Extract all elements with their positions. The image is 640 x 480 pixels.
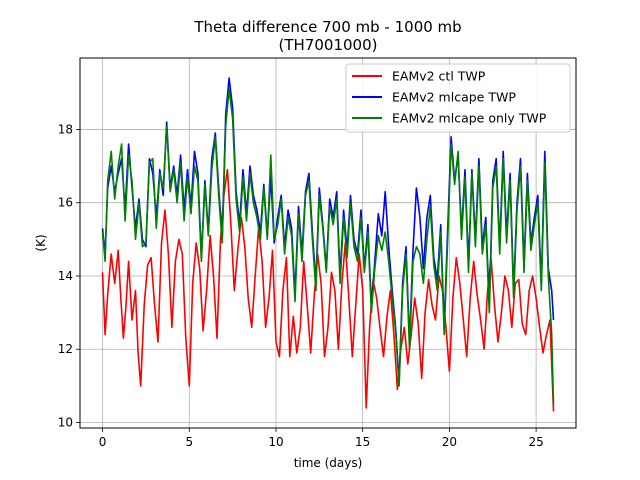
y-tick-label: 16 <box>58 196 73 210</box>
legend-box <box>345 63 571 133</box>
legend-label-2: EAMv2 mlcape TWP <box>392 90 516 105</box>
x-tick-label: 5 <box>185 435 193 449</box>
legend: EAMv2 ctl TWP EAMv2 mlcape TWP EAMv2 mlcap… <box>345 63 571 133</box>
x-tick-label: 25 <box>528 435 543 449</box>
chart-subtitle: (TH7001000) <box>279 36 378 54</box>
x-tick-label: 10 <box>268 435 283 449</box>
x-axis: 0 5 10 15 20 25 <box>99 428 544 449</box>
x-axis-label: time (days) <box>294 456 363 470</box>
series-line-1 <box>101 168 555 412</box>
legend-label-3: EAMv2 mlcape only TWP <box>392 111 547 126</box>
y-axis-label: (K) <box>34 234 48 251</box>
y-tick-label: 10 <box>58 416 73 430</box>
y-tick-label: 12 <box>58 342 73 356</box>
y-axis: 10 12 14 16 18 <box>58 122 80 430</box>
series-layer <box>101 77 555 412</box>
y-tick-label: 18 <box>58 122 73 136</box>
x-tick-label: 15 <box>355 435 370 449</box>
x-tick-label: 20 <box>442 435 457 449</box>
series-line-3 <box>101 88 555 405</box>
x-tick-label: 0 <box>99 435 107 449</box>
plot-frame <box>79 57 577 429</box>
legend-label-1: EAMv2 ctl TWP <box>392 69 486 84</box>
y-tick-label: 14 <box>58 269 73 283</box>
chart-title: Theta difference 700 mb - 1000 mb <box>193 18 461 36</box>
